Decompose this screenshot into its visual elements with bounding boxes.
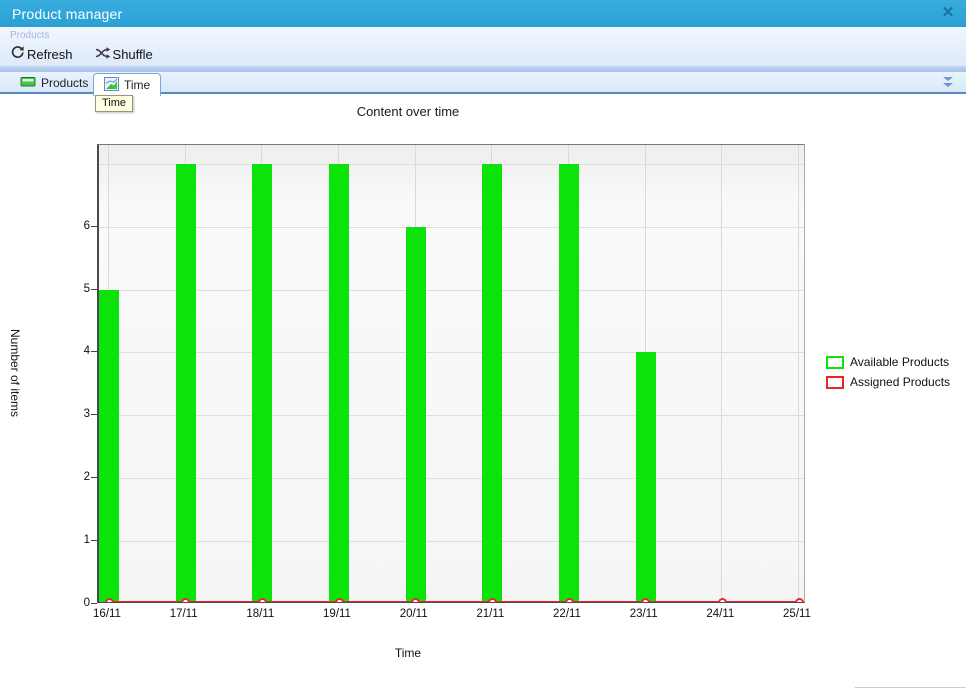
time-chart-icon <box>104 76 119 94</box>
series-line-segment <box>109 601 186 602</box>
bar <box>405 226 426 602</box>
series-line-segment <box>569 601 646 602</box>
legend: Available Products Assigned Products <box>826 352 950 392</box>
legend-swatch-assigned <box>826 375 844 389</box>
window-title: Product manager <box>12 5 123 22</box>
legend-item-available: Available Products <box>826 352 950 372</box>
y-tick-mark <box>91 288 97 290</box>
x-tick-label: 21/11 <box>476 608 505 620</box>
tab-underline <box>0 92 966 94</box>
data-point-marker <box>641 597 651 602</box>
tab-time[interactable]: Time <box>93 73 162 96</box>
y-tick-label: 0 <box>83 597 90 609</box>
y-tick-label: 2 <box>83 471 90 484</box>
horizontal-gridline <box>99 289 804 291</box>
data-point-marker <box>181 597 191 602</box>
ribbon: Products Refresh <box>0 27 966 66</box>
tab-products[interactable]: Products <box>10 73 98 93</box>
vertical-gridline <box>798 145 799 602</box>
tooltip: Time <box>95 95 134 112</box>
data-point-marker <box>104 597 114 602</box>
x-tick-label: 22/11 <box>553 608 581 620</box>
y-tick-mark <box>91 351 97 353</box>
y-tick-label: 6 <box>83 219 90 232</box>
legend-label-assigned: Assigned Products <box>850 375 951 389</box>
y-tick-mark <box>91 477 97 479</box>
series-line-segment <box>645 601 723 602</box>
data-point-marker <box>794 597 804 602</box>
y-tick-label: 4 <box>83 345 90 358</box>
x-tick-label: 25/11 <box>783 608 811 620</box>
refresh-button[interactable]: Refresh <box>8 44 75 64</box>
vertical-gridline <box>721 145 723 602</box>
ribbon-bottom-band <box>0 66 966 72</box>
series-line-segment <box>185 601 263 602</box>
bar <box>559 163 579 602</box>
y-tick-mark <box>91 603 97 604</box>
x-tick-label: 24/11 <box>706 608 735 620</box>
series-line-segment <box>262 601 339 602</box>
legend-item-assigned: Assigned Products <box>826 372 950 392</box>
chart-panel: Content over time Number of items 16/11 1… <box>0 94 966 690</box>
bar <box>482 163 503 602</box>
y-tick-mark <box>91 225 97 227</box>
x-tick-label: 18/11 <box>246 608 275 620</box>
series-line-segment <box>492 601 569 602</box>
horizontal-gridline <box>99 478 804 480</box>
horizontal-gridline <box>99 352 804 354</box>
title-bar: Product manager ✕ <box>0 0 966 27</box>
collapse-chevrons-icon[interactable] <box>942 77 954 90</box>
chart-title: Content over time <box>356 104 460 119</box>
refresh-icon <box>10 45 25 63</box>
legend-swatch-available <box>826 355 844 369</box>
bar <box>635 352 656 602</box>
y-tick-mark <box>91 540 97 542</box>
bar <box>252 163 273 602</box>
plot-area <box>97 144 805 603</box>
x-tick-label: 19/11 <box>323 608 351 620</box>
divider-line <box>855 687 966 688</box>
products-box-icon <box>20 75 36 91</box>
y-axis-title: Number of items <box>8 328 22 418</box>
ribbon-group-label: Products <box>10 30 50 41</box>
horizontal-gridline <box>99 415 804 417</box>
bar <box>99 289 119 602</box>
data-point-marker <box>257 597 267 602</box>
shuffle-button[interactable]: Shuffle <box>93 45 155 64</box>
data-point-marker <box>487 597 497 602</box>
data-point-marker <box>564 597 574 602</box>
x-axis-title: Time <box>394 646 422 660</box>
series-line-segment <box>722 601 799 602</box>
data-point-marker <box>717 597 727 602</box>
x-tick-label: 23/11 <box>629 608 658 620</box>
refresh-label: Refresh <box>27 46 73 62</box>
data-point-marker <box>334 597 344 602</box>
x-tick-label: 17/11 <box>169 608 198 620</box>
y-tick-label: 3 <box>83 408 90 421</box>
data-point-marker <box>411 597 421 602</box>
y-tick-label: 5 <box>83 282 90 295</box>
x-tick-label: 16/11 <box>93 608 121 620</box>
tab-time-label: Time <box>124 78 151 92</box>
tab-strip <box>0 72 966 92</box>
horizontal-gridline <box>99 226 804 228</box>
x-tick-label: 20/11 <box>399 608 428 620</box>
horizontal-gridline <box>99 541 804 543</box>
bar <box>175 163 196 602</box>
series-line-segment <box>415 601 493 602</box>
shuffle-icon <box>95 46 111 63</box>
close-icon[interactable]: ✕ <box>941 4 955 21</box>
shuffle-label: Shuffle <box>112 46 153 62</box>
series-line-segment <box>339 601 416 602</box>
bar <box>329 163 349 602</box>
legend-label-available: Available Products <box>850 355 950 369</box>
tab-products-label: Products <box>41 76 89 90</box>
y-tick-mark <box>91 414 97 416</box>
y-tick-label: 1 <box>83 534 90 547</box>
horizontal-gridline <box>99 163 804 165</box>
